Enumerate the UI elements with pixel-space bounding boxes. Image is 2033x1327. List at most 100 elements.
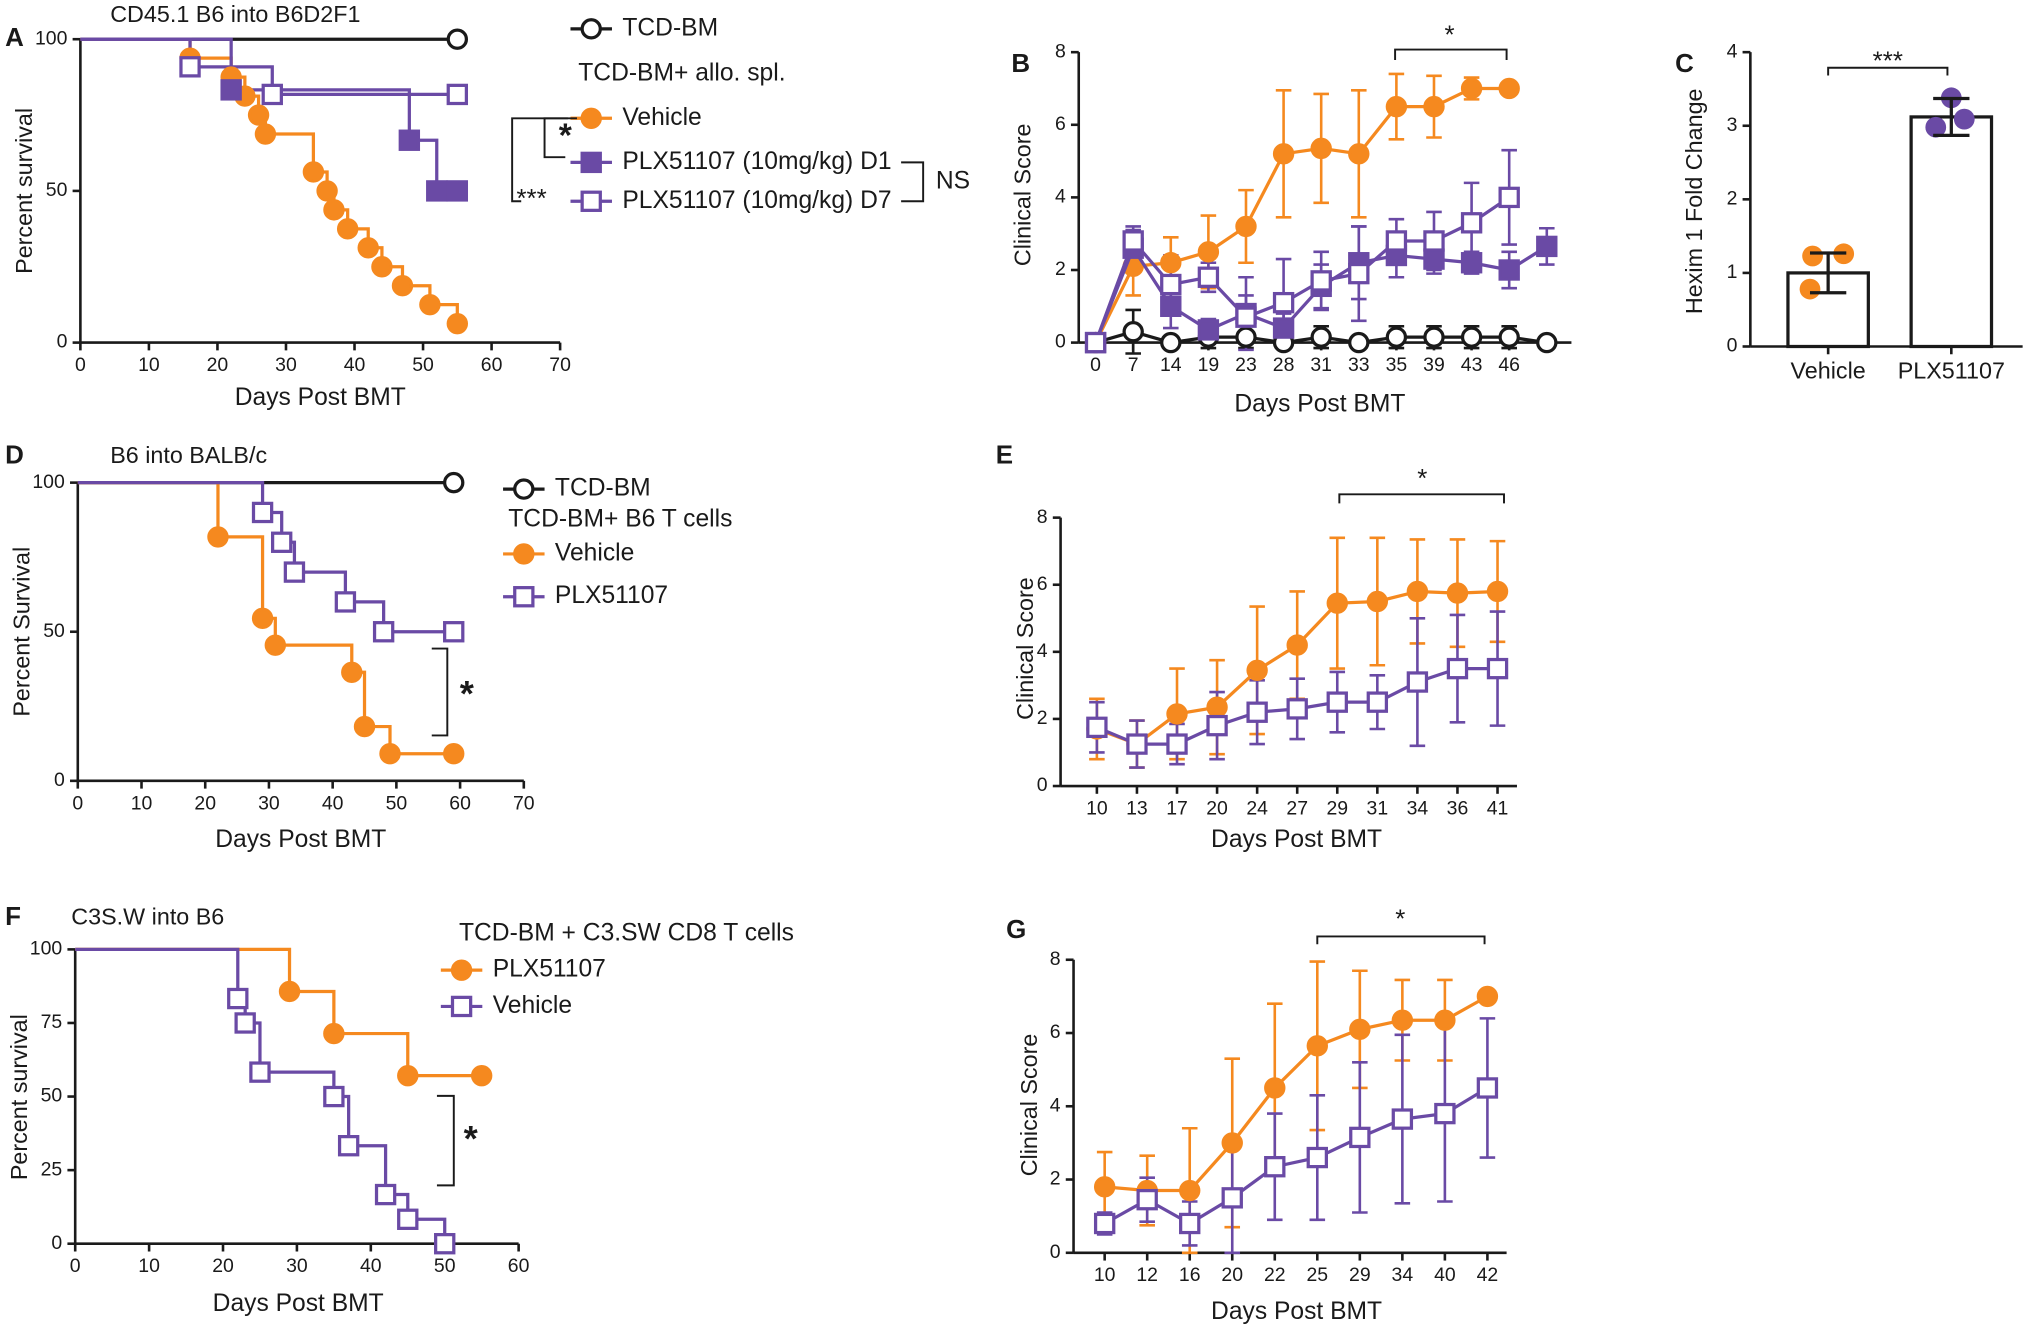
marker (1391, 1108, 1414, 1130)
marker (1264, 1156, 1286, 1178)
x-tick-label: 0 (75, 354, 86, 376)
x-tick-label: Vehicle (1791, 358, 1866, 384)
marker (1126, 733, 1148, 755)
chart-title: B6 into BALB/c (110, 442, 267, 468)
x-tick-label: 50 (434, 1255, 456, 1277)
y-tick-label: 6 (1050, 1021, 1061, 1043)
marker (234, 1012, 256, 1034)
marker (1460, 77, 1483, 100)
y-tick-label: 50 (41, 1085, 63, 1107)
x-tick-label: 36 (1447, 798, 1469, 820)
series-line (1094, 86, 1510, 344)
marker (261, 83, 283, 106)
y-tick-label: 0 (1037, 774, 1048, 796)
x-tick-label: 40 (322, 792, 344, 814)
marker (1476, 1077, 1499, 1099)
y-tick-label: 50 (43, 620, 65, 642)
marker (1486, 657, 1509, 680)
x-tick-label: 10 (131, 792, 153, 814)
marker (434, 1233, 456, 1255)
marker (1264, 1077, 1286, 1099)
panel-letter: B (1011, 50, 1030, 78)
marker (1498, 326, 1520, 348)
marker (1246, 659, 1268, 681)
marker (1206, 696, 1228, 718)
y-tick-label: 2 (1055, 258, 1066, 280)
data-point (1799, 278, 1821, 300)
series-line (1103, 1086, 1489, 1226)
annotation: NS (936, 167, 970, 194)
marker (1423, 230, 1445, 252)
y-tick-label: 75 (41, 1011, 63, 1033)
marker (1385, 326, 1408, 348)
annotation: * (1395, 906, 1405, 934)
panel-letter: F (5, 903, 21, 931)
marker (443, 743, 465, 765)
x-tick-label: 16 (1179, 1264, 1201, 1286)
x-tick-label: 10 (1094, 1264, 1116, 1286)
series-line (1094, 196, 1511, 344)
x-tick-label: 41 (1487, 798, 1509, 820)
marker (1446, 657, 1469, 680)
marker (1310, 137, 1332, 160)
x-tick-label: 50 (386, 792, 408, 814)
panel-letter: C (1675, 50, 1694, 78)
marker (1246, 701, 1268, 723)
x-tick-label: 30 (286, 1255, 308, 1277)
x-axis-label: Days Post BMT (213, 1290, 384, 1317)
x-tick-label: 14 (1160, 354, 1182, 376)
marker (1460, 326, 1483, 348)
marker (446, 83, 469, 106)
x-tick-label: 60 (481, 354, 503, 376)
marker (397, 1064, 419, 1087)
marker (323, 199, 345, 221)
y-tick-label: 0 (1727, 335, 1738, 357)
marker (1086, 716, 1108, 739)
marker (1306, 1146, 1328, 1169)
marker (1272, 143, 1295, 165)
marker (470, 1064, 493, 1087)
marker (1326, 691, 1348, 713)
annotation: * (464, 1118, 479, 1159)
series-line (1104, 994, 1489, 1193)
x-axis-label: Days Post BMT (1211, 826, 1382, 853)
y-tick-label: 6 (1055, 113, 1066, 135)
marker (337, 1135, 360, 1157)
x-axis-label: Days Post BMT (1234, 390, 1405, 417)
error-bar (1933, 96, 1970, 137)
y-axis-label: Percent Survival (8, 547, 34, 717)
marker (1235, 306, 1257, 328)
x-tick-label: 20 (212, 1255, 234, 1277)
legend-label: Vehicle (555, 539, 634, 566)
marker (264, 634, 287, 656)
marker (1498, 186, 1520, 209)
x-tick-label: 25 (1306, 1264, 1328, 1286)
x-axis-label: Days Post BMT (1211, 1298, 1382, 1325)
marker (1423, 248, 1445, 270)
annotation: * (1417, 465, 1427, 493)
marker (251, 501, 274, 524)
marker (1160, 331, 1182, 354)
y-tick-label: 4 (1037, 640, 1048, 662)
marker (1349, 1126, 1371, 1149)
legend-marker (580, 151, 602, 174)
legend-marker (513, 586, 535, 608)
marker (334, 591, 357, 613)
panel-letter: D (5, 442, 24, 470)
marker (302, 161, 325, 183)
x-tick-label: 10 (1086, 798, 1108, 820)
marker (391, 275, 414, 297)
marker (1423, 95, 1445, 118)
y-tick-label: 0 (51, 1232, 62, 1254)
annotation: * (460, 673, 475, 714)
significance-bracket (1338, 493, 1505, 504)
legend-label: PLX51107 (493, 956, 606, 983)
marker (1406, 671, 1429, 693)
marker (1536, 331, 1558, 354)
marker (1498, 77, 1520, 100)
panel-letter: G (1006, 916, 1026, 944)
y-tick-label: 100 (30, 938, 63, 960)
marker (357, 237, 379, 259)
marker (1272, 317, 1295, 339)
marker (323, 1022, 345, 1045)
